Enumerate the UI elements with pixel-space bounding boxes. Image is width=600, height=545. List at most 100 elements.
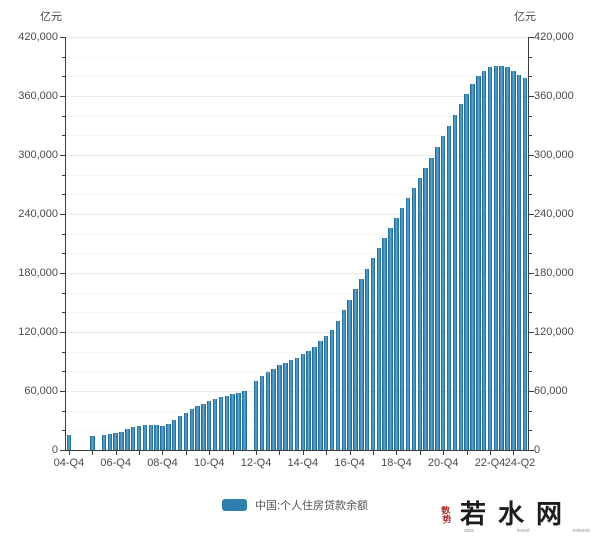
bar-05-Q4[interactable] — [90, 435, 95, 450]
x-tick — [162, 451, 164, 455]
bar-19-Q4[interactable] — [417, 178, 423, 450]
bar-16-Q2[interactable] — [335, 320, 341, 450]
bar-13-Q4[interactable] — [277, 365, 282, 450]
bar-13-Q2[interactable] — [265, 372, 270, 450]
gridline-minor — [66, 76, 528, 78]
y-tick-right — [529, 135, 532, 137]
y-tick-right — [529, 253, 532, 255]
bar-07-Q3[interactable] — [131, 426, 136, 450]
y-tick-right — [529, 115, 532, 117]
x-tick — [302, 451, 304, 455]
x-axis-label: 16-Q4 — [334, 457, 365, 469]
bar-23-Q3[interactable] — [505, 67, 510, 450]
bar-11-Q1[interactable] — [212, 398, 218, 450]
bar-20-Q4[interactable] — [440, 136, 446, 450]
bar-16-Q4[interactable] — [347, 299, 352, 450]
bar-06-Q2[interactable] — [101, 435, 107, 450]
bar-12-Q4[interactable] — [253, 380, 259, 450]
bar-19-Q3[interactable] — [411, 188, 417, 450]
legend[interactable]: 中国:个人住房贷款余额 — [222, 497, 368, 513]
x-tick — [68, 451, 70, 455]
bar-18-Q2[interactable] — [382, 238, 387, 450]
bar-22-Q2[interactable] — [476, 76, 481, 450]
bar-10-Q2[interactable] — [195, 405, 200, 450]
bar-17-Q3[interactable] — [364, 268, 370, 450]
bar-19-Q2[interactable] — [405, 198, 411, 450]
bar-12-Q2[interactable] — [242, 390, 247, 450]
bar-07-Q4[interactable] — [136, 425, 142, 450]
bar-15-Q3[interactable] — [318, 341, 323, 450]
bar-08-Q3[interactable] — [154, 425, 159, 450]
x-axis-label: 24-Q2 — [504, 457, 536, 469]
y-axis-unit-left: 亿元 — [40, 11, 62, 23]
bar-15-Q1[interactable] — [306, 350, 311, 450]
bar-15-Q2[interactable] — [312, 346, 317, 450]
bar-20-Q1[interactable] — [423, 168, 428, 450]
bar-13-Q1[interactable] — [259, 376, 265, 450]
x-tick — [489, 451, 491, 455]
bar-07-Q1[interactable] — [119, 431, 124, 450]
bar-14-Q2[interactable] — [288, 360, 294, 450]
bar-10-Q1[interactable] — [189, 408, 194, 450]
bar-21-Q3[interactable] — [458, 103, 463, 450]
bar-21-Q2[interactable] — [452, 114, 458, 450]
bar-19-Q1[interactable] — [400, 208, 405, 450]
bar-21-Q4[interactable] — [464, 94, 469, 450]
bar-14-Q3[interactable] — [294, 357, 300, 450]
bar-09-Q1[interactable] — [166, 424, 171, 450]
y-axis-label-right: 360,000 — [534, 90, 574, 102]
bar-17-Q2[interactable] — [359, 278, 364, 450]
bar-22-Q1[interactable] — [470, 84, 475, 450]
bar-22-Q4[interactable] — [487, 67, 493, 450]
x-axis-label: 18-Q4 — [381, 457, 412, 469]
bar-24-Q1[interactable] — [517, 75, 522, 450]
bar-11-Q4[interactable] — [230, 394, 235, 450]
x-axis-label: 20-Q4 — [427, 457, 459, 469]
y-tick-right — [529, 76, 532, 78]
y-axis-label-right: 300,000 — [534, 149, 574, 161]
bar-08-Q4[interactable] — [160, 426, 165, 450]
bar-14-Q1[interactable] — [283, 362, 288, 450]
bar-18-Q1[interactable] — [376, 248, 382, 450]
bar-23-Q1[interactable] — [493, 66, 499, 450]
bar-06-Q4[interactable] — [113, 432, 118, 450]
y-tick-right — [529, 332, 534, 333]
x-axis-label: 14-Q4 — [287, 457, 319, 469]
gridline-major — [66, 155, 528, 156]
bar-22-Q3[interactable] — [481, 70, 487, 450]
bar-04-Q4[interactable] — [66, 435, 72, 450]
y-tick-left — [62, 135, 65, 137]
bar-21-Q1[interactable] — [446, 125, 452, 450]
bar-18-Q3[interactable] — [388, 228, 393, 450]
bar-24-Q2[interactable] — [522, 78, 528, 450]
bar-10-Q4[interactable] — [207, 401, 212, 450]
bar-17-Q1[interactable] — [353, 288, 358, 450]
y-tick-right — [529, 96, 534, 97]
bar-16-Q3[interactable] — [341, 310, 346, 450]
bar-23-Q2[interactable] — [499, 66, 504, 450]
bar-10-Q3[interactable] — [201, 403, 206, 450]
bar-20-Q3[interactable] — [435, 147, 440, 450]
bar-09-Q3[interactable] — [177, 416, 183, 450]
bar-17-Q4[interactable] — [370, 258, 376, 450]
bar-20-Q2[interactable] — [429, 157, 434, 450]
y-tick-right — [529, 37, 534, 38]
bar-07-Q2[interactable] — [125, 429, 130, 450]
bar-11-Q3[interactable] — [224, 396, 230, 450]
bar-16-Q1[interactable] — [329, 329, 335, 450]
bar-08-Q2[interactable] — [148, 424, 153, 450]
bar-09-Q2[interactable] — [171, 420, 177, 450]
x-axis-label: 10-Q4 — [193, 457, 225, 469]
x-tick — [396, 451, 398, 455]
plot-area — [66, 37, 528, 450]
bar-14-Q4[interactable] — [300, 354, 306, 450]
bar-13-Q3[interactable] — [271, 368, 276, 450]
bar-12-Q1[interactable] — [236, 392, 241, 450]
bar-11-Q2[interactable] — [218, 396, 224, 450]
bar-06-Q3[interactable] — [107, 433, 113, 450]
bar-18-Q4[interactable] — [394, 218, 399, 450]
bar-23-Q4[interactable] — [511, 70, 516, 450]
bar-08-Q1[interactable] — [142, 425, 148, 450]
bar-15-Q4[interactable] — [324, 336, 329, 450]
bar-09-Q4[interactable] — [183, 412, 189, 450]
